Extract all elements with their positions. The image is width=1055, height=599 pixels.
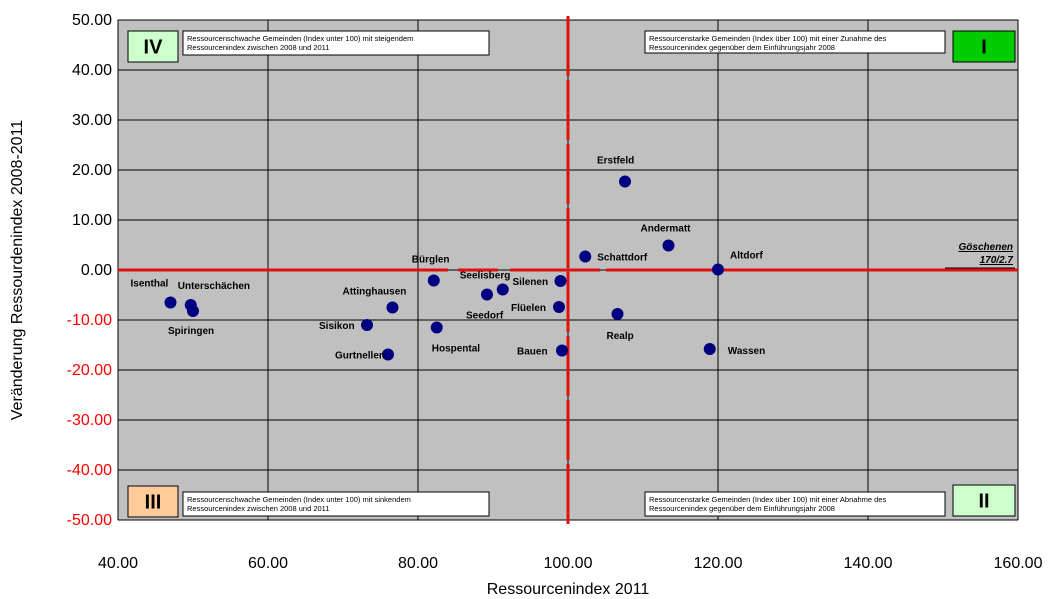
- data-point-flüelen: [553, 301, 565, 313]
- quadrant-I-text-line2: Ressourcenindex gegenüber dem Einführung…: [649, 43, 835, 52]
- quadrant-IV-badge-label: IV: [144, 37, 164, 59]
- data-label-realp: Realp: [607, 331, 634, 342]
- y-tick-label: 0.00: [81, 262, 112, 279]
- quadrant-IV-note: [182, 30, 490, 56]
- quadrant-IV-text-line2: Ressourcenindex zwischen 2008 und 2011: [187, 43, 329, 52]
- quadrant-I-text-line1: Ressourcenstarke Gemeinden (Index über 1…: [649, 34, 886, 43]
- data-label-altdorf: Altdorf: [730, 251, 763, 262]
- data-label-andermatt: Andermatt: [641, 224, 692, 235]
- data-point-seedorf: [481, 288, 493, 301]
- data-point-realp: [611, 308, 624, 320]
- data-point-wassen: [703, 343, 716, 355]
- data-label-bürglen: Bürglen: [412, 255, 450, 266]
- quadrant-I-badge-label: I: [981, 37, 987, 59]
- y-tick-label: 10.00: [72, 212, 112, 229]
- data-label-erstfeld: Erstfeld: [597, 156, 634, 167]
- data-point-attinghausen: [386, 301, 399, 314]
- y-tick-label: -30.00: [67, 412, 112, 429]
- y-tick-label: 30.00: [72, 112, 112, 129]
- data-label-wassen: Wassen: [728, 346, 765, 357]
- y-axis-title: Veränderung Ressourdenindex 2008-2011: [9, 120, 26, 420]
- y-tick-label: -40.00: [67, 462, 112, 479]
- quadrant-III-text-line2: Ressourcenindex zwischen 2008 und 2011: [187, 504, 329, 513]
- quadrant-III-badge: [127, 485, 179, 518]
- quadrant-II-badge-label: II: [978, 491, 989, 513]
- x-tick-label: 80.00: [398, 555, 438, 572]
- x-tick-label: 40.00: [98, 555, 138, 572]
- data-label-sisikon: Sisikon: [319, 321, 355, 332]
- quadrant-II-note: [644, 491, 946, 517]
- data-point-erstfeld: [619, 175, 631, 188]
- quadrant-II-badge: [952, 484, 1016, 517]
- y-tick-label: 40.00: [72, 62, 112, 79]
- quadrant-III-badge-label: III: [145, 492, 162, 514]
- quadrant-IV-text-line1: Ressourcenschwache Gemeinden (Index unte…: [187, 34, 413, 43]
- x-tick-label: 140.00: [844, 555, 893, 572]
- quadrant-IV-badge: [127, 30, 179, 63]
- data-label-unterschächen: Unterschächen: [178, 281, 250, 292]
- quadrant-I-note: [644, 30, 946, 54]
- x-tick-label: 100.00: [544, 555, 593, 572]
- quadrant-III-text-line1: Ressourcenschwache Gemeinden (Index unte…: [187, 495, 411, 504]
- data-label-spiringen: Spiringen: [168, 326, 214, 337]
- y-tick-label: -10.00: [67, 312, 112, 329]
- data-label-hospental: Hospental: [432, 344, 481, 355]
- data-point-isenthal: [164, 296, 177, 309]
- data-point-bauen: [556, 344, 568, 357]
- data-label-bauen: Bauen: [517, 347, 548, 358]
- quadrant-I-badge: [952, 30, 1016, 63]
- data-label-attinghausen: Attinghausen: [343, 287, 407, 298]
- data-point-seelisberg: [496, 283, 509, 296]
- data-point-spiringen: [187, 305, 199, 317]
- data-point-gurtnellen: [382, 348, 394, 361]
- y-tick-label: 50.00: [72, 12, 112, 29]
- x-axis-title: Ressourcenindex 2011: [487, 581, 650, 598]
- data-point-sisikon: [361, 319, 373, 331]
- data-label-seedorf: Seedorf: [466, 311, 504, 322]
- data-point-altdorf: [712, 263, 724, 276]
- data-point-silenen: [554, 275, 567, 287]
- data-point-hospental: [430, 321, 443, 334]
- y-tick-label: -20.00: [67, 362, 112, 379]
- y-tick-label: -50.00: [67, 512, 112, 529]
- quadrant-II-text-line1: Ressourcenstarke Gemeinden (Index über 1…: [649, 495, 886, 504]
- data-label-flüelen: Flüelen: [511, 303, 546, 314]
- data-label-silenen: Silenen: [513, 277, 549, 288]
- data-label-seelisberg: Seelisberg: [460, 271, 511, 282]
- data-label-isenthal: Isenthal: [131, 279, 169, 290]
- offscale-annotation-name: Göschenen: [959, 242, 1013, 253]
- data-label-schattdorf: Schattdorf: [597, 253, 648, 264]
- data-point-schattdorf: [579, 250, 592, 263]
- data-point-andermatt: [662, 239, 675, 252]
- data-label-gurtnellen: Gurtnellen: [335, 351, 385, 362]
- offscale-annotation-value: 170/2.7: [980, 255, 1014, 266]
- quadrant-III-note: [182, 491, 490, 517]
- x-tick-label: 120.00: [694, 555, 743, 572]
- quadrant-II-text-line2: Ressourcenindex gegenüber dem Einführung…: [649, 504, 835, 513]
- x-tick-label: 60.00: [248, 555, 288, 572]
- y-tick-label: 20.00: [72, 162, 112, 179]
- x-tick-label: 160.00: [994, 555, 1043, 572]
- data-point-bürglen: [427, 274, 440, 287]
